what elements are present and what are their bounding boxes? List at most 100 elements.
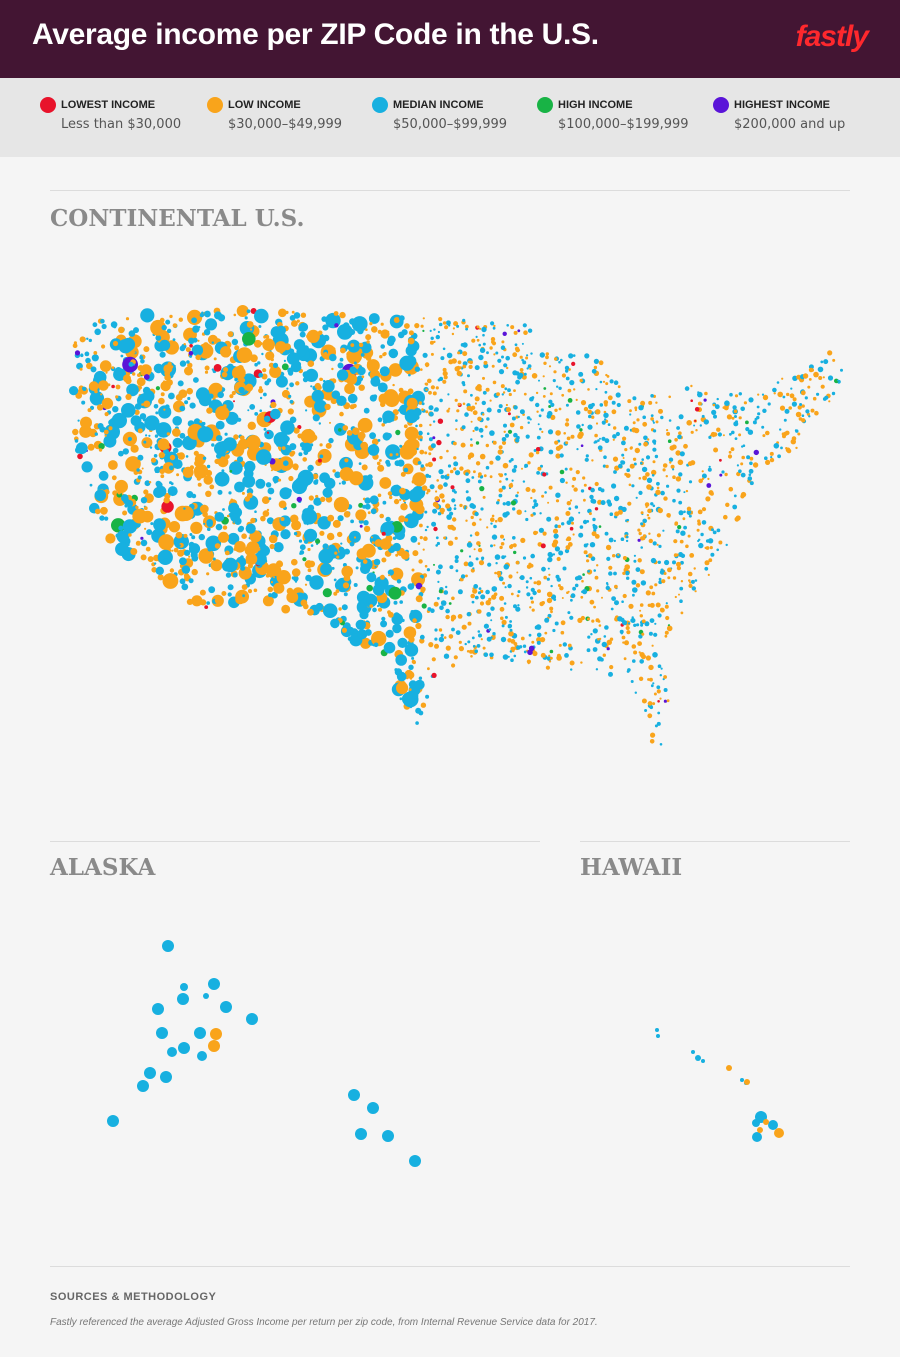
zip-dot <box>579 378 583 383</box>
zip-dot <box>137 1080 149 1092</box>
zip-dot <box>299 331 306 338</box>
zip-dot <box>756 405 760 409</box>
zip-dot <box>319 443 323 447</box>
zip-dot <box>799 403 803 406</box>
zip-dot <box>125 456 141 472</box>
zip-dot <box>639 603 644 607</box>
zip-dot <box>501 485 506 490</box>
zip-dot <box>464 642 467 646</box>
zip-dot <box>111 475 117 481</box>
zip-dot <box>438 628 443 632</box>
zip-dot <box>401 618 405 623</box>
zip-dot <box>707 467 712 472</box>
zip-dot <box>76 362 83 370</box>
zip-dot <box>640 461 643 465</box>
zip-dot <box>837 379 840 382</box>
zip-dot <box>598 360 604 366</box>
zip-dot <box>385 629 394 638</box>
zip-dot <box>541 566 546 572</box>
zip-dot <box>188 337 195 344</box>
zip-dot <box>598 525 602 528</box>
zip-dot <box>790 387 793 390</box>
zip-dot <box>296 364 300 369</box>
zip-dot <box>597 445 603 451</box>
zip-dot <box>526 416 531 420</box>
zip-dot <box>613 426 617 430</box>
zip-dot <box>469 649 473 654</box>
zip-dot <box>554 546 561 552</box>
zip-dot <box>547 556 553 563</box>
zip-dot <box>634 691 637 694</box>
zip-dot <box>676 561 681 567</box>
zip-dot <box>549 392 553 396</box>
zip-dot <box>203 522 206 525</box>
zip-dot <box>606 499 611 505</box>
zip-dot <box>540 408 544 412</box>
zip-dot <box>449 565 454 570</box>
zip-dot <box>738 416 742 420</box>
zip-dot <box>380 620 388 628</box>
zip-dot <box>126 499 131 504</box>
zip-dot <box>112 406 119 413</box>
zip-dot <box>360 441 369 450</box>
zip-dot <box>489 475 493 479</box>
zip-dot <box>747 476 753 481</box>
zip-dot <box>452 327 455 330</box>
zip-dot <box>303 528 318 542</box>
zip-dot <box>625 473 631 478</box>
zip-dot <box>183 343 186 346</box>
zip-dot <box>366 340 370 344</box>
zip-dot <box>395 429 401 435</box>
zip-dot <box>465 574 468 578</box>
zip-dot <box>172 437 183 448</box>
zip-dot <box>158 397 165 405</box>
zip-dot <box>513 642 518 646</box>
zip-dot <box>453 507 457 510</box>
zip-dot <box>161 500 174 513</box>
zip-dot <box>716 548 719 552</box>
zip-dot <box>656 481 660 486</box>
zip-dot <box>98 443 105 450</box>
zip-dot <box>175 433 179 437</box>
zip-dot <box>281 446 286 450</box>
zip-dot <box>269 365 282 378</box>
zip-dot <box>652 460 656 464</box>
zip-dot <box>503 564 510 570</box>
zip-dot <box>703 419 709 425</box>
zip-dot <box>295 381 300 386</box>
zip-dot <box>388 586 402 600</box>
zip-dot <box>725 543 728 547</box>
zip-dot <box>344 383 355 395</box>
zip-dot <box>593 569 596 572</box>
zip-dot <box>254 362 258 367</box>
zip-dot <box>408 636 415 643</box>
zip-dot <box>688 514 692 518</box>
zip-dot <box>550 402 555 407</box>
zip-dot <box>155 386 160 391</box>
zip-dot <box>548 399 553 404</box>
zip-dot <box>439 605 444 611</box>
zip-dot <box>732 504 738 510</box>
zip-dot <box>216 385 223 392</box>
zip-dot <box>526 367 529 370</box>
zip-dot <box>350 343 355 347</box>
zip-dot <box>511 649 515 653</box>
zip-dot <box>622 457 625 459</box>
zip-dot <box>740 406 745 412</box>
zip-dot <box>690 430 694 434</box>
zip-dot <box>483 474 487 478</box>
zip-dot <box>425 694 430 699</box>
zip-dot <box>312 473 319 480</box>
zip-dot <box>634 447 640 454</box>
zip-dot <box>800 390 806 396</box>
zip-dot <box>283 460 289 467</box>
zip-dot <box>510 482 513 485</box>
zip-dot <box>400 471 406 477</box>
zip-dot <box>683 510 686 514</box>
zip-dot <box>140 554 147 561</box>
zip-dot <box>234 541 246 553</box>
zip-dot <box>306 329 320 343</box>
zip-dot <box>519 409 525 415</box>
zip-dot <box>529 576 533 580</box>
zip-dot <box>470 393 473 397</box>
